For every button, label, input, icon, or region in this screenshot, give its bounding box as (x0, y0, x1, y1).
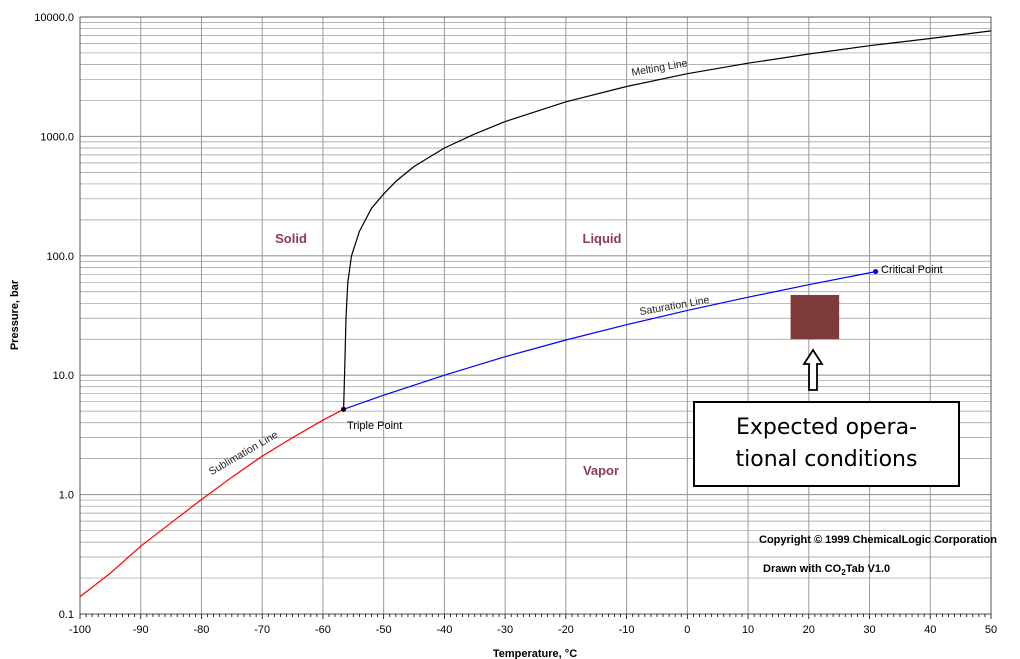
x-tick-label: -40 (436, 624, 452, 636)
axes: -100 -90 -80 -70 -60 -50 -40 -30 -20 -10 0 10 20 30 40… (34, 12, 997, 636)
x-tick-label: 50 (985, 624, 997, 636)
curves (79, 30, 992, 598)
x-axis-title: Temperature, °C (493, 648, 577, 659)
x-tick-label: -50 (376, 624, 392, 636)
x-tick-label: 30 (863, 624, 875, 636)
copyright-text: Copyright © 1999 ChemicalLogic Corporati… (759, 534, 997, 546)
region-label-liquid: Liquid (583, 231, 622, 246)
expected-conditions-callout: Expected opera- tional conditions (693, 401, 960, 487)
drawn-with-subscript: 2 (841, 568, 846, 577)
melting-line (343, 30, 992, 410)
critical-point-label: Critical Point (881, 264, 943, 276)
y-tick-label: 10.0 (53, 370, 74, 382)
plot-frame (79, 16, 992, 615)
x-tick-label: -80 (194, 624, 210, 636)
grid (79, 17, 992, 615)
y-axis-title: Pressure, bar (9, 279, 21, 350)
drawn-with-text: Drawn with CO2Tab V1.0 (763, 563, 890, 577)
x-tick-label: -20 (558, 624, 574, 636)
sublimation-line-label: Sublimation Line (207, 429, 280, 478)
sublimation-line (79, 408, 344, 598)
x-tick-label: 10 (742, 624, 754, 636)
region-label-solid: Solid (275, 231, 307, 246)
operating-region-box (790, 294, 840, 340)
y-tick-label: 1000.0 (40, 131, 74, 143)
up-arrow-icon (802, 348, 824, 391)
saturation-line-label: Saturation Line (639, 294, 711, 318)
x-tick-label: -100 (69, 624, 91, 636)
x-tick-label: -10 (619, 624, 635, 636)
x-tick-label: -90 (133, 624, 149, 636)
callout-line-1: Expected opera- (735, 415, 918, 440)
region-label-vapor: Vapor (583, 463, 619, 478)
x-tick-label: 20 (803, 624, 815, 636)
triple-point-marker (340, 406, 347, 412)
triple-point-label: Triple Point (347, 420, 402, 432)
x-tick-label: 40 (924, 624, 936, 636)
x-tick-label: -70 (254, 624, 270, 636)
critical-point-marker (873, 268, 879, 275)
saturation-line (343, 271, 876, 410)
operating-overlay (790, 294, 840, 391)
x-tick-label: -30 (497, 624, 513, 636)
y-tick-label: 100.0 (46, 251, 74, 263)
x-tick-label: -60 (315, 624, 331, 636)
y-tick-label: 10000.0 (34, 12, 74, 24)
chart-labels: Temperature, °C Pressure, bar Solid Liqu… (9, 57, 997, 659)
drawn-with-prefix: Drawn with CO (763, 563, 842, 575)
callout-line-2: tional conditions (735, 447, 918, 472)
y-tick-label: 0.1 (59, 609, 74, 621)
y-tick-label: 1.0 (59, 490, 74, 502)
x-tick-label: 0 (684, 624, 690, 636)
drawn-with-suffix: Tab V1.0 (846, 563, 890, 575)
